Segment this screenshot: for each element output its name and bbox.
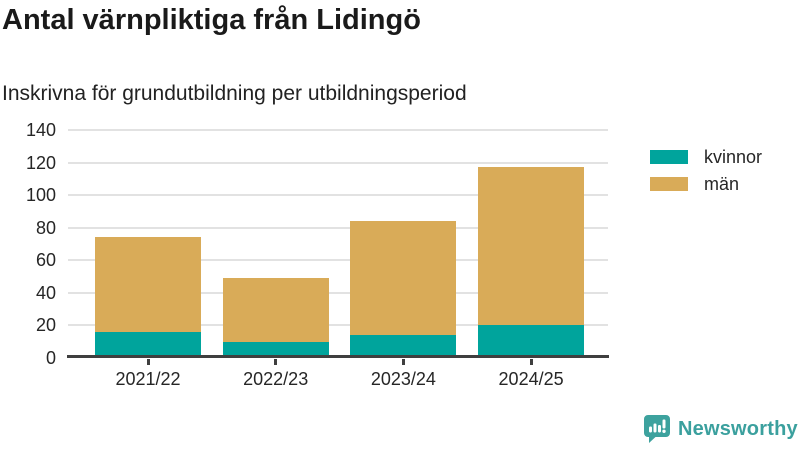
- gridline-100: [68, 194, 608, 197]
- legend-label: kvinnor: [704, 146, 763, 167]
- x-axis-tick-label: 2022/23: [243, 369, 309, 389]
- chart-subtitle: Inskrivna för grundutbildning per utbild…: [2, 82, 467, 105]
- gridline-140: [68, 129, 608, 131]
- y-axis-tick-label: 60: [35, 250, 56, 271]
- newsworthy-logo: Newsworthy: [644, 415, 798, 443]
- bar-2024/25-kvinnor: [478, 325, 585, 358]
- y-axis-tick-label: 40: [35, 282, 56, 303]
- y-axis-tick-label: 80: [35, 217, 56, 238]
- gridline-40: [68, 291, 608, 294]
- x-axis-tick: [274, 359, 278, 365]
- legend: kvinnor män: [650, 147, 762, 204]
- legend-swatch-kvinnor: [650, 150, 688, 164]
- x-axis-tick: [529, 359, 533, 365]
- bar-2022/23-kvinnor: [222, 341, 329, 358]
- chart-title: Antal värnpliktiga från Lidingö: [2, 4, 421, 36]
- gridline-20: [68, 324, 608, 327]
- gridline-60: [68, 259, 608, 262]
- y-axis-tick-label: 140: [25, 120, 56, 140]
- bar-2024/25-män: [478, 167, 585, 326]
- bar-2022/23-män: [222, 278, 329, 342]
- y-axis-tick-label: 100: [25, 185, 56, 206]
- bar-2021/22-män: [95, 237, 201, 332]
- legend-item-kvinnor: kvinnor: [650, 147, 762, 167]
- newsworthy-wordmark: Newsworthy: [678, 417, 798, 440]
- bar-2023/24-kvinnor: [350, 335, 457, 358]
- y-axis-tick-label: 120: [25, 152, 56, 173]
- bar-2021/22-kvinnor: [95, 331, 201, 358]
- y-axis-tick-label: 20: [35, 315, 56, 336]
- legend-swatch-män: [650, 177, 688, 191]
- legend-label: män: [704, 173, 740, 194]
- x-axis-tick: [146, 359, 150, 365]
- legend-item-män: män: [650, 174, 762, 194]
- y-axis-tick-label: 0: [45, 348, 56, 368]
- gridline-120: [68, 161, 608, 164]
- gridline-80: [68, 226, 608, 229]
- x-axis-line: [67, 355, 609, 358]
- newsworthy-bubble-icon: [644, 415, 670, 443]
- x-axis-tick-label: 2021/22: [115, 369, 181, 389]
- x-axis-tick-label: 2023/24: [370, 369, 436, 389]
- x-axis-tick: [401, 359, 405, 365]
- x-axis-tick-label: 2024/25: [498, 369, 564, 389]
- bar-2023/24-män: [350, 221, 457, 336]
